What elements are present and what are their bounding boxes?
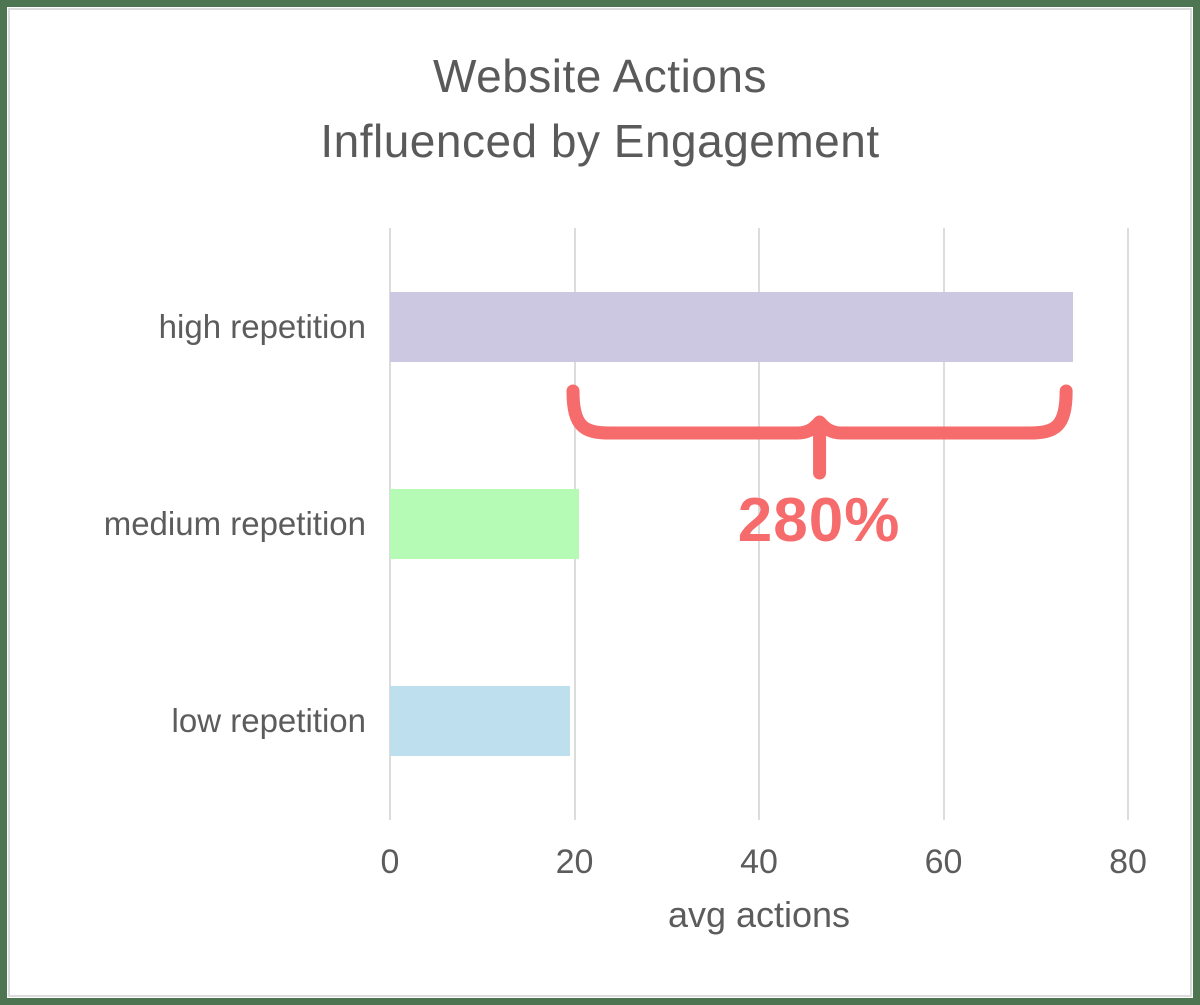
- bar-low-repetition: [390, 686, 570, 757]
- gridline-x-80: [1127, 228, 1129, 820]
- category-label-low-repetition: low repetition: [171, 702, 366, 740]
- bar-high-repetition: [390, 291, 1073, 362]
- chart-title-line-2: Influenced by Engagement: [320, 115, 880, 168]
- category-label-high-repetition: high repetition: [158, 307, 366, 345]
- bar-medium-repetition: [390, 489, 580, 559]
- x-axis-label: avg actions: [667, 894, 851, 935]
- chart-title: Website Actions Influenced by Engagement: [0, 44, 1200, 175]
- x-tick-label-80: 80: [1109, 843, 1147, 881]
- gridline-x-60: [942, 228, 945, 820]
- annotation-brace: [565, 384, 1073, 480]
- x-tick-label-60: 60: [924, 843, 963, 881]
- chart-title-line-1: Website Actions: [433, 50, 767, 102]
- x-tick-label-20: 20: [555, 843, 594, 881]
- gridline-x-40: [758, 228, 760, 820]
- category-label-medium-repetition: medium repetition: [103, 505, 366, 542]
- annotation-percent-label: 280%: [737, 485, 901, 555]
- x-tick-label-0: 0: [380, 843, 400, 881]
- x-tick-label-40: 40: [740, 843, 778, 881]
